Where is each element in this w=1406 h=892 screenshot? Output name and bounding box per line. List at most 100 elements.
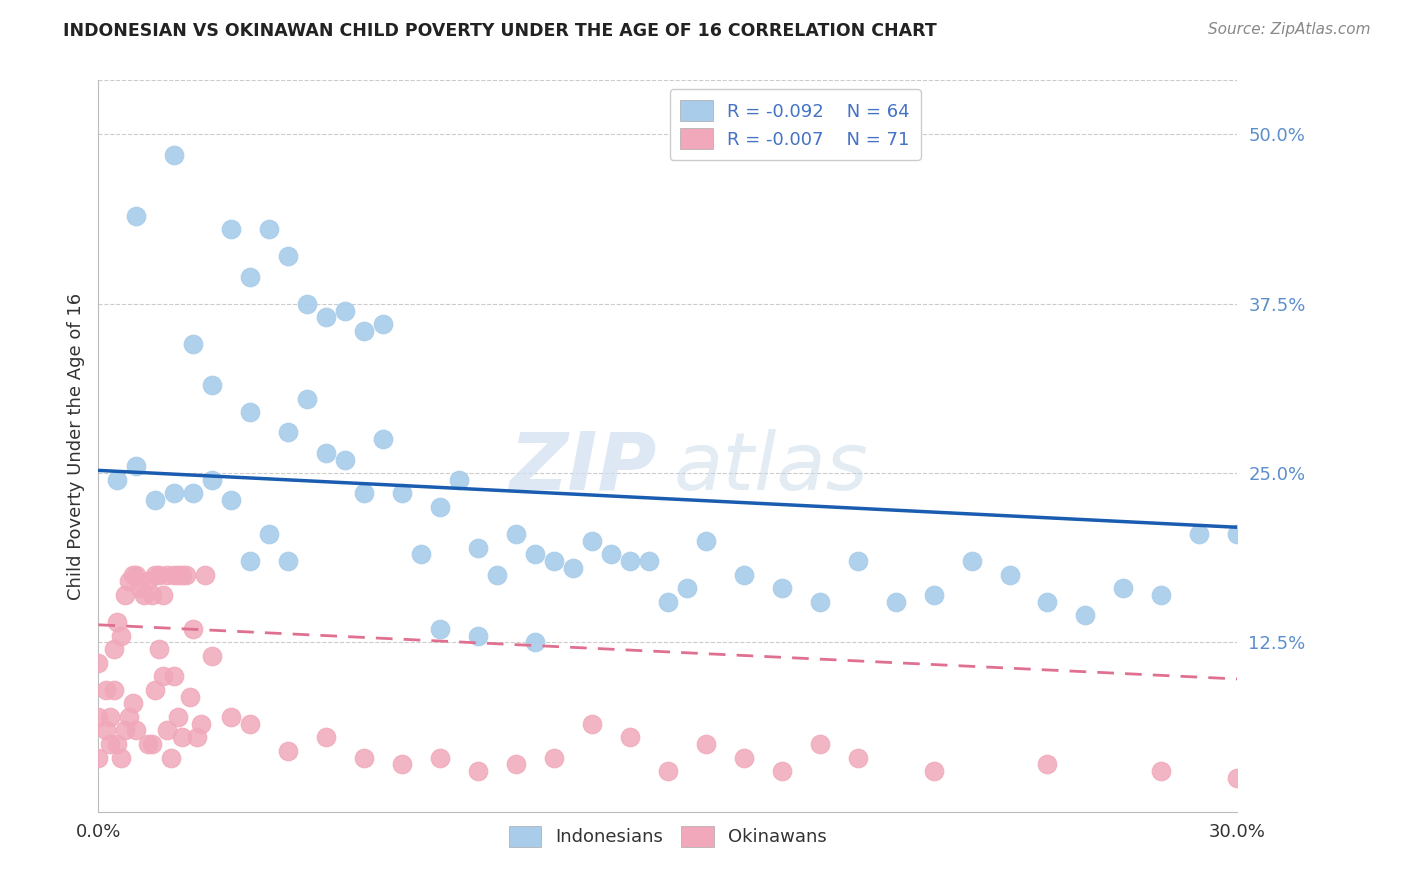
Point <box>524 635 547 649</box>
Point <box>657 595 679 609</box>
Point <box>543 750 565 764</box>
Point <box>107 473 129 487</box>
Point <box>201 648 224 663</box>
Point <box>87 750 110 764</box>
Point <box>486 567 509 582</box>
Point <box>159 750 181 764</box>
Point <box>167 567 190 582</box>
Point <box>449 473 471 487</box>
Point <box>315 310 337 325</box>
Point <box>221 493 243 508</box>
Point <box>156 567 179 582</box>
Point <box>194 567 217 582</box>
Text: Source: ZipAtlas.com: Source: ZipAtlas.com <box>1208 22 1371 37</box>
Point <box>129 581 152 595</box>
Point <box>353 750 375 764</box>
Point <box>808 595 831 609</box>
Point <box>695 533 717 548</box>
Point <box>125 459 148 474</box>
Point <box>733 567 755 582</box>
Point <box>391 486 413 500</box>
Point <box>87 710 110 724</box>
Point <box>145 682 167 697</box>
Point <box>221 222 243 236</box>
Point <box>429 500 451 514</box>
Point <box>148 567 170 582</box>
Point <box>1188 527 1211 541</box>
Point <box>277 249 299 263</box>
Point <box>170 567 193 582</box>
Point <box>315 446 337 460</box>
Text: atlas: atlas <box>673 429 869 507</box>
Point <box>638 554 661 568</box>
Point <box>163 148 186 162</box>
Point <box>770 764 793 778</box>
Point <box>239 554 262 568</box>
Point <box>998 567 1021 582</box>
Point <box>183 622 205 636</box>
Point <box>152 588 174 602</box>
Point <box>259 222 281 236</box>
Point <box>121 697 143 711</box>
Point <box>221 710 243 724</box>
Point <box>429 622 451 636</box>
Point <box>141 588 163 602</box>
Point <box>163 669 186 683</box>
Point <box>1112 581 1135 595</box>
Point <box>1226 527 1249 541</box>
Point <box>201 473 224 487</box>
Point <box>118 710 141 724</box>
Point <box>429 750 451 764</box>
Point <box>770 581 793 595</box>
Point <box>600 547 623 561</box>
Point <box>152 669 174 683</box>
Legend: Indonesians, Okinawans: Indonesians, Okinawans <box>502 819 834 854</box>
Point <box>141 737 163 751</box>
Point <box>922 588 945 602</box>
Point <box>657 764 679 778</box>
Point <box>315 730 337 744</box>
Point <box>505 757 527 772</box>
Point <box>581 716 603 731</box>
Point <box>179 690 201 704</box>
Point <box>1074 608 1097 623</box>
Point <box>103 642 125 657</box>
Point <box>163 486 186 500</box>
Point <box>103 682 125 697</box>
Point <box>467 629 489 643</box>
Point <box>98 737 121 751</box>
Point <box>297 392 319 406</box>
Point <box>114 723 136 738</box>
Point <box>132 588 155 602</box>
Point <box>808 737 831 751</box>
Point <box>1036 757 1059 772</box>
Point <box>183 486 205 500</box>
Point <box>353 486 375 500</box>
Point <box>1226 771 1249 785</box>
Point <box>183 337 205 351</box>
Point <box>467 764 489 778</box>
Point <box>846 554 869 568</box>
Point <box>148 642 170 657</box>
Point <box>543 554 565 568</box>
Point <box>695 737 717 751</box>
Point <box>922 764 945 778</box>
Point <box>524 547 547 561</box>
Point <box>619 730 641 744</box>
Point <box>125 209 148 223</box>
Point <box>371 432 394 446</box>
Point <box>335 303 357 318</box>
Point <box>125 723 148 738</box>
Point <box>87 656 110 670</box>
Point <box>505 527 527 541</box>
Point <box>239 269 262 284</box>
Point <box>277 554 299 568</box>
Point <box>201 378 224 392</box>
Point <box>190 716 212 731</box>
Text: ZIP: ZIP <box>509 429 657 507</box>
Point <box>186 730 208 744</box>
Point <box>136 574 159 589</box>
Point <box>353 324 375 338</box>
Point <box>335 452 357 467</box>
Point <box>960 554 983 568</box>
